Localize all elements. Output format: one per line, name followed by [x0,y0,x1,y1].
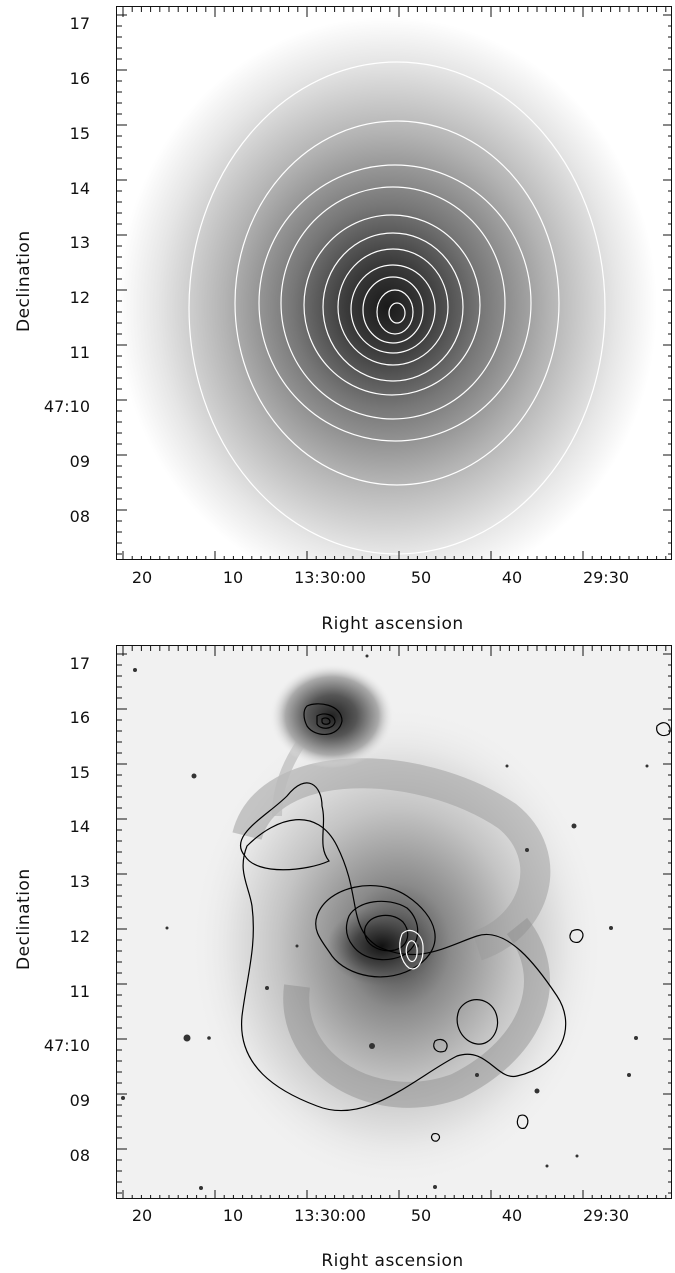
model-image-frame [116,6,672,560]
y-tick-label: 16 [69,708,90,727]
contour [456,999,499,1045]
contour [258,164,532,442]
contour [388,302,406,324]
galaxy-panel: 17 16 15 14 13 12 11 47:10 09 08 20 10 1… [0,640,675,1273]
contour [303,214,481,396]
contour [399,929,424,970]
contour [239,782,330,871]
y-tick-label: 47:10 [43,397,90,416]
contour [405,940,418,963]
contour [345,900,419,961]
y-tick-label: 14 [69,817,90,836]
contour [188,61,606,555]
model-image [117,7,671,559]
y-tick-label: 13 [69,872,90,891]
contour [280,186,506,420]
x-axis-label: Right ascension [321,1251,464,1271]
contour [321,717,331,725]
y-tick-label: 15 [69,763,90,782]
contour [350,264,436,354]
x-tick-label: 40 [501,568,523,587]
galaxy-image-frame [116,645,672,1199]
radio-contours-core [399,929,424,970]
x-tick-label: 10 [222,1206,244,1225]
x-tick-label: 13:30:00 [294,1206,366,1225]
y-tick-label: 09 [69,1091,90,1110]
y-tick-label: 13 [69,233,90,252]
x-tick-label: 20 [131,1206,153,1225]
galaxy-image [117,646,671,1198]
y-tick-label: 08 [69,1146,90,1165]
y-axis-label: Declination [14,230,34,332]
x-tick-label: 29:30 [582,568,630,587]
model-contours [188,61,606,555]
y-tick-label: 12 [69,288,90,307]
contour [364,914,409,952]
y-tick-label: 11 [69,343,90,362]
y-tick-label: 12 [69,927,90,946]
y-tick-label: 08 [69,507,90,526]
x-tick-label: 29:30 [582,1206,630,1225]
x-tick-label: 13:30:00 [294,568,366,587]
contour [241,819,567,1112]
contour [316,713,336,729]
stars [121,654,649,1190]
contour [433,1038,448,1053]
x-axis-label: Right ascension [321,614,464,634]
contour [376,289,414,335]
contour [569,929,584,943]
contour [303,703,343,735]
x-tick-label: 50 [410,1206,432,1225]
axis-ticks [117,7,671,559]
contour [431,1133,441,1142]
y-axis-label: Declination [14,868,34,970]
model-panel: 17 16 15 14 13 12 11 47:10 09 08 20 10 1… [14,6,672,634]
x-tick-label: 20 [131,568,153,587]
y-tick-label: 47:10 [43,1036,90,1055]
y-tick-label: 17 [69,14,90,33]
axis-ticks [117,646,671,1198]
x-tick-label: 10 [222,568,244,587]
contour [362,276,424,344]
x-tick-label: 50 [410,568,432,587]
contour [234,120,560,486]
x-tick-label: 40 [501,1206,523,1225]
contour [516,1114,529,1129]
contour [337,248,449,366]
y-tick-label: 11 [69,982,90,1001]
contour [322,232,464,382]
contour [656,722,671,737]
y-tick-label: 16 [69,69,90,88]
y-tick-label: 17 [69,654,90,673]
y-tick-label: 15 [69,124,90,143]
y-tick-label: 14 [69,179,90,198]
y-tick-label: 09 [69,452,90,471]
radio-contours [239,703,671,1142]
